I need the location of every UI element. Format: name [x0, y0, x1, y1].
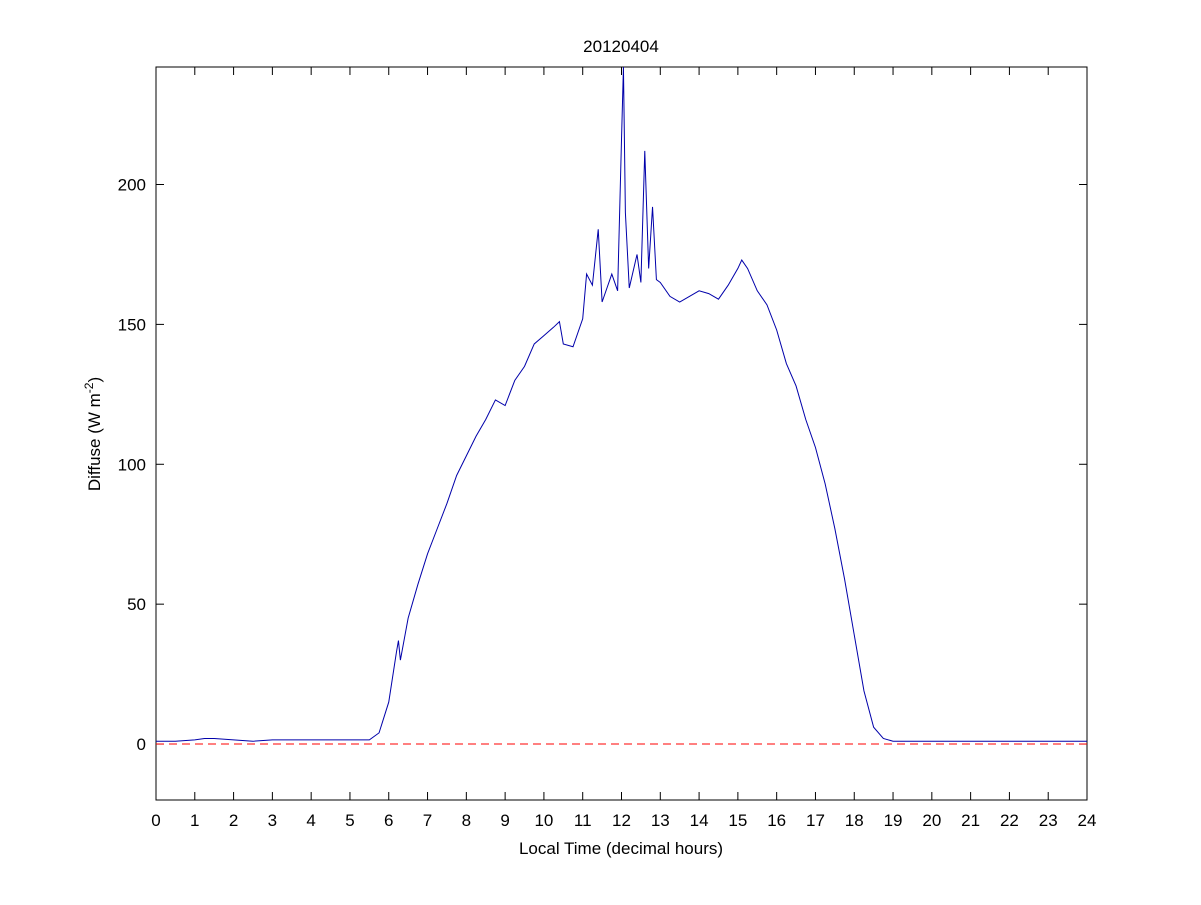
- x-tick-label: 15: [728, 811, 747, 830]
- x-tick-label: 24: [1078, 811, 1097, 830]
- x-tick-label: 1: [190, 811, 199, 830]
- plot-area: [155, 66, 1088, 801]
- x-tick-label: 3: [268, 811, 277, 830]
- chart-title: 20120404: [583, 37, 659, 56]
- x-tick-label: 16: [767, 811, 786, 830]
- x-tick-label: 17: [806, 811, 825, 830]
- x-axis-label: Local Time (decimal hours): [519, 839, 723, 858]
- y-tick-label: 100: [118, 455, 146, 474]
- x-tick-label: 23: [1039, 811, 1058, 830]
- x-tick-label: 13: [651, 811, 670, 830]
- x-tick-label: 19: [884, 811, 903, 830]
- x-tick-label: 20: [922, 811, 941, 830]
- x-tick-label: 10: [534, 811, 553, 830]
- data-line: [156, 66, 1087, 742]
- y-axis-label: Diffuse (W m-2): [82, 377, 104, 491]
- x-tick-label: 11: [574, 811, 592, 830]
- x-tick-label: 7: [423, 811, 432, 830]
- x-tick-label: 8: [462, 811, 471, 830]
- x-tick-label: 12: [612, 811, 631, 830]
- x-tick-label: 18: [845, 811, 864, 830]
- x-tick-label: 6: [384, 811, 393, 830]
- x-tick-label: 5: [345, 811, 354, 830]
- x-tick-label: 22: [1000, 811, 1019, 830]
- x-tick-label: 9: [500, 811, 509, 830]
- x-tick-label: 14: [690, 811, 709, 830]
- x-tick-label: 21: [961, 811, 980, 830]
- x-tick-label: 0: [151, 811, 160, 830]
- y-tick-label: 200: [118, 176, 146, 195]
- y-tick-label: 0: [137, 735, 146, 754]
- y-tick-label: 50: [127, 595, 146, 614]
- y-label-suffix: ): [85, 377, 104, 383]
- y-tick-label: 150: [118, 315, 146, 334]
- x-tick-label: 2: [229, 811, 238, 830]
- y-label-sup: -2: [82, 382, 96, 393]
- y-label-text: Diffuse (W m: [85, 393, 104, 491]
- x-tick-label: 4: [306, 811, 315, 830]
